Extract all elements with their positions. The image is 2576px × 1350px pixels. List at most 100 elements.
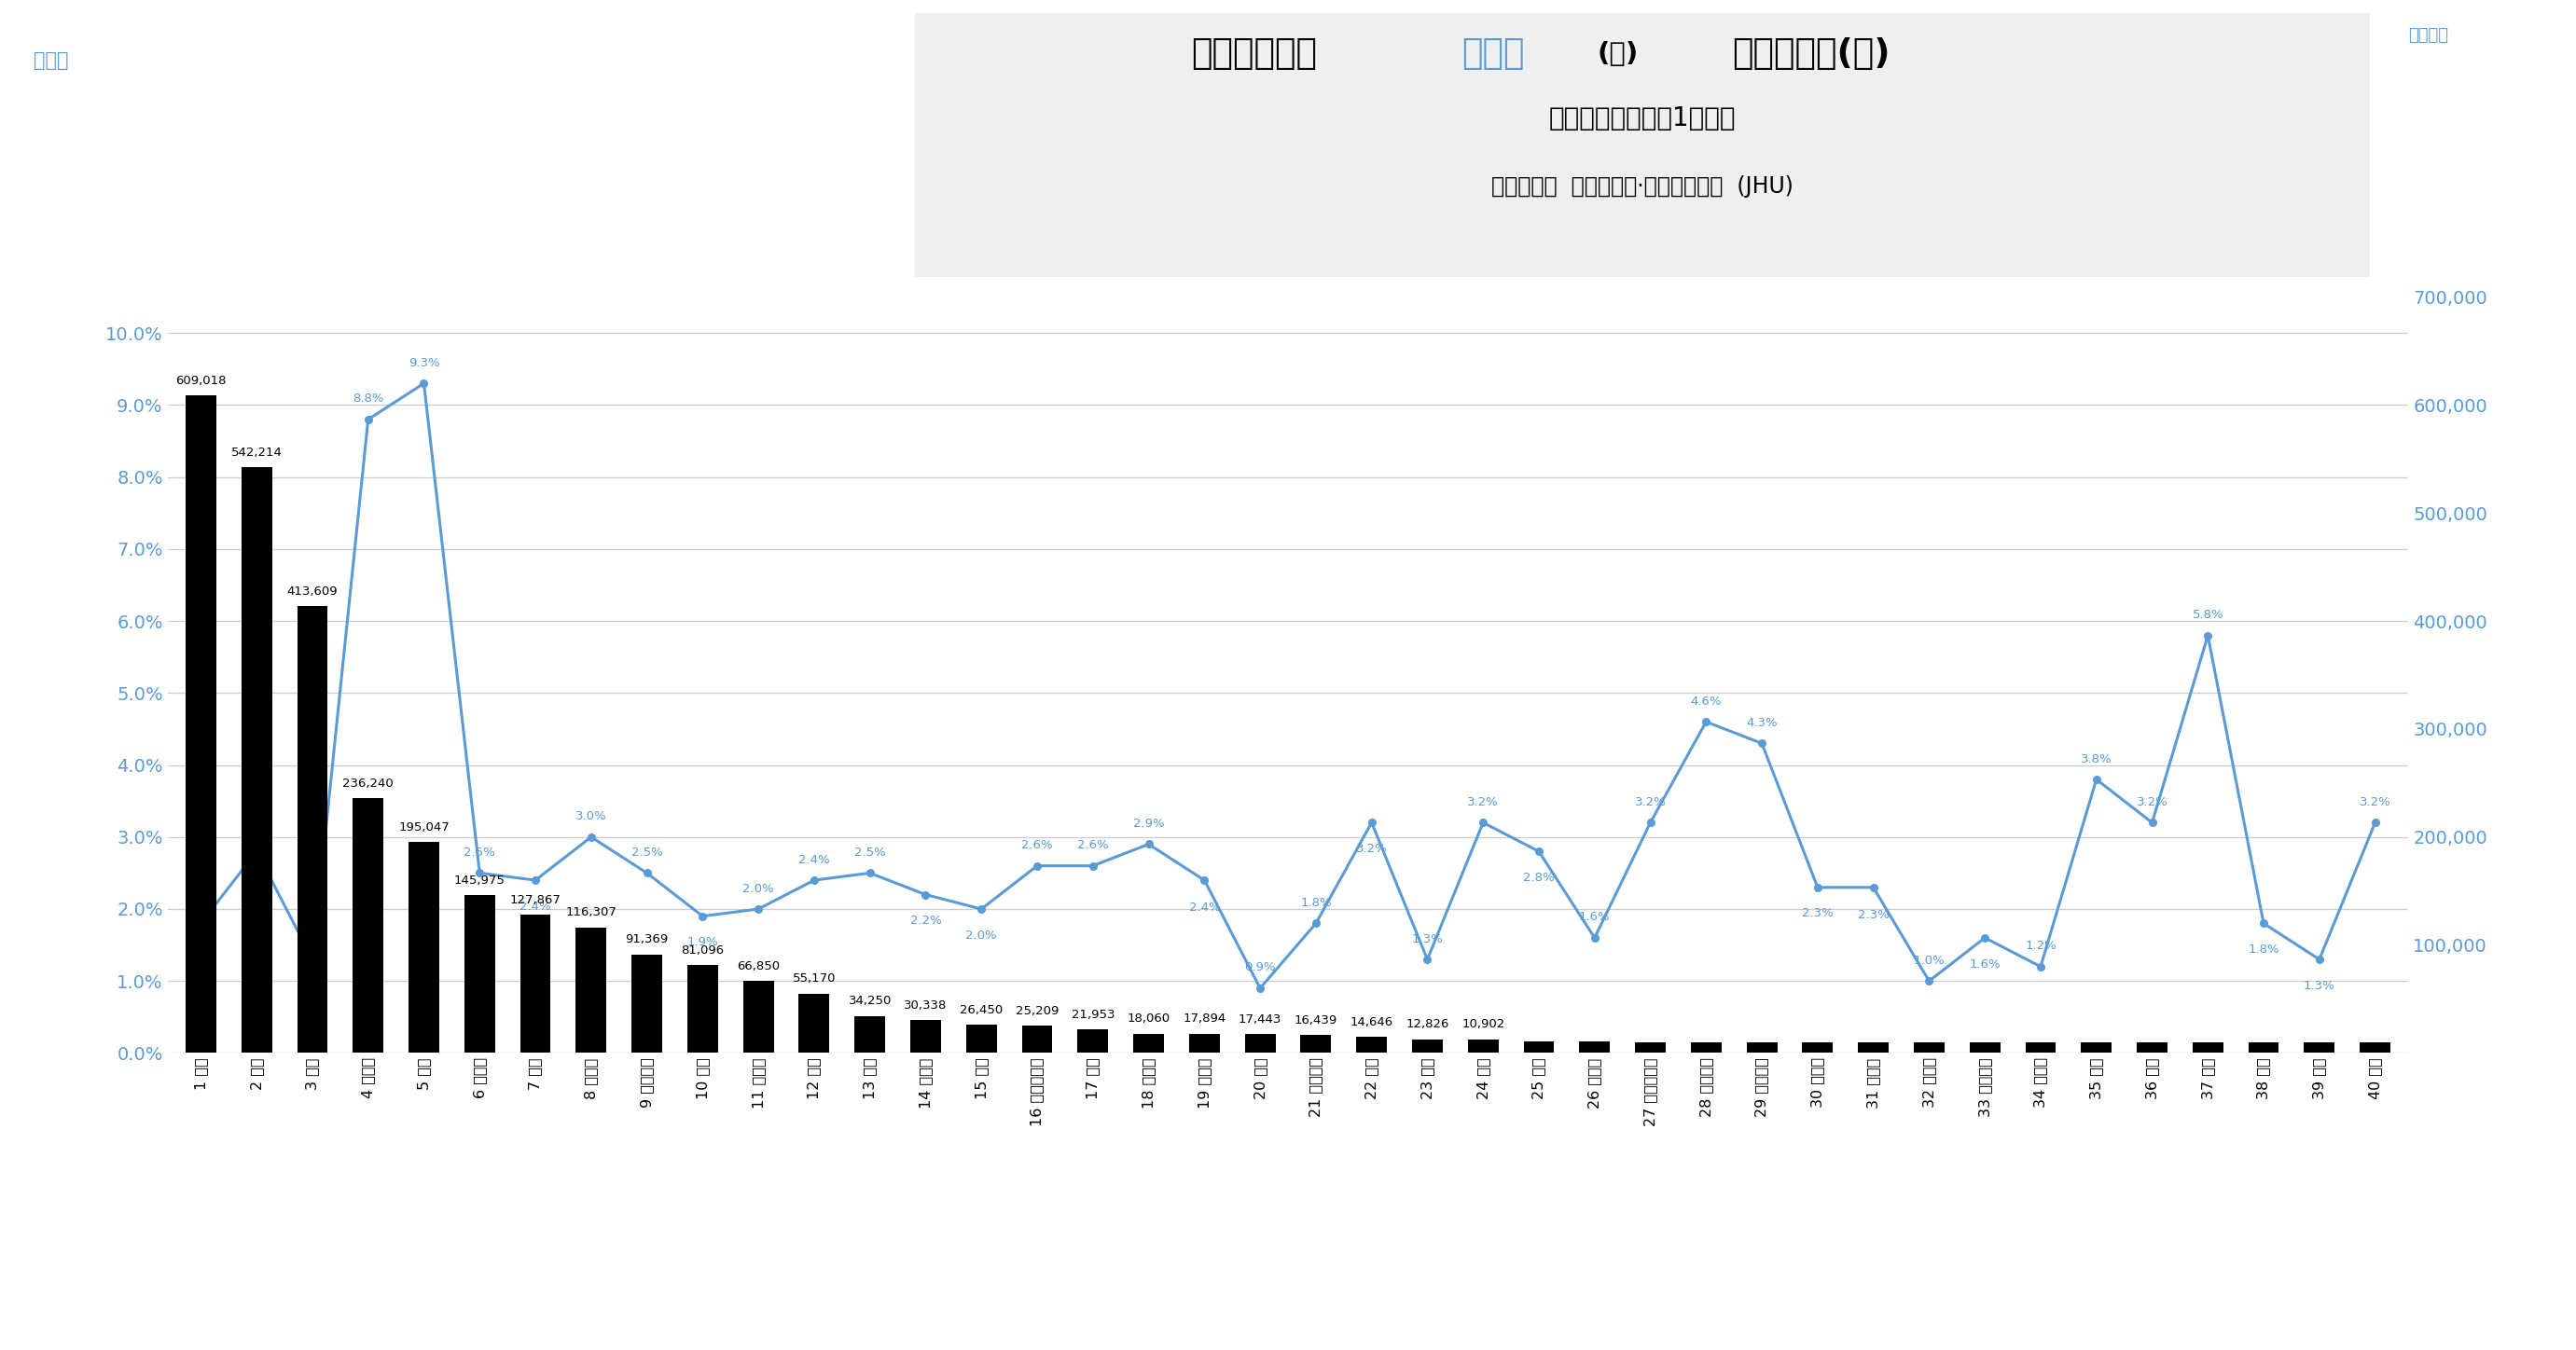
Text: 2.6%: 2.6% — [1077, 840, 1108, 852]
Text: 2.4%: 2.4% — [1188, 902, 1221, 914]
Text: 单位：例: 单位：例 — [2241, 27, 2282, 43]
Text: 2.2%: 2.2% — [909, 915, 940, 927]
Text: 1.3%: 1.3% — [296, 980, 327, 992]
Bar — [296, 606, 327, 1053]
Text: 14,646: 14,646 — [1350, 1017, 1394, 1029]
Text: 2.4%: 2.4% — [520, 900, 551, 913]
Text: 2.5%: 2.5% — [631, 846, 662, 859]
Text: 病亡率: 病亡率 — [1461, 38, 1525, 70]
Text: 16,439: 16,439 — [1293, 1014, 1337, 1026]
Text: 91,369: 91,369 — [626, 934, 667, 946]
Bar — [1857, 1042, 1888, 1053]
Text: 542,214: 542,214 — [232, 447, 283, 459]
Text: 26,450: 26,450 — [961, 1003, 1002, 1015]
Text: 1.8%: 1.8% — [1301, 896, 1332, 909]
Text: 236,240: 236,240 — [343, 778, 394, 790]
Bar — [1244, 1034, 1275, 1053]
Text: 主要国家新冠: 主要国家新冠 — [1190, 38, 1316, 70]
Text: 413,609: 413,609 — [286, 586, 337, 598]
Text: 5.8%: 5.8% — [2192, 609, 2223, 621]
Bar — [1971, 1042, 1999, 1053]
Bar — [966, 1025, 997, 1053]
Text: 1.3%: 1.3% — [1412, 933, 1443, 945]
Text: 9.3%: 9.3% — [407, 356, 440, 369]
Bar — [742, 981, 773, 1053]
Bar — [1747, 1042, 1777, 1053]
Text: 2.0%: 2.0% — [966, 929, 997, 941]
Text: 145,975: 145,975 — [453, 875, 505, 887]
Text: 18,060: 18,060 — [1128, 1012, 1170, 1025]
Bar — [2360, 1042, 2391, 1053]
Bar — [1077, 1029, 1108, 1053]
Bar — [688, 965, 719, 1053]
Text: 2.3%: 2.3% — [1857, 909, 1888, 921]
Text: 81,096: 81,096 — [680, 945, 724, 957]
Text: 30,338: 30,338 — [904, 999, 948, 1011]
Text: 12,826: 12,826 — [1406, 1018, 1448, 1030]
Bar — [1522, 1041, 1553, 1053]
Text: 病亡率: 病亡率 — [33, 51, 70, 70]
Bar — [1133, 1034, 1164, 1053]
Text: 17,443: 17,443 — [1239, 1014, 1283, 1026]
Text: 2.5%: 2.5% — [464, 846, 495, 859]
Text: 1.6%: 1.6% — [1968, 958, 2002, 971]
Bar — [2249, 1042, 2280, 1053]
Text: 609,018: 609,018 — [175, 374, 227, 386]
Bar — [1468, 1040, 1499, 1053]
Text: 2.0%: 2.0% — [742, 883, 773, 895]
Bar — [631, 954, 662, 1053]
Text: 3.2%: 3.2% — [2136, 796, 2169, 809]
Text: （累计病亡数超过1万例）: （累计病亡数超过1万例） — [1548, 105, 1736, 132]
Text: 1.0%: 1.0% — [1914, 954, 1945, 967]
Text: 2.4%: 2.4% — [799, 853, 829, 865]
Text: 1.6%: 1.6% — [1579, 911, 1610, 923]
Text: 3.8%: 3.8% — [2081, 753, 2112, 765]
Bar — [2081, 1042, 2112, 1053]
Bar — [2303, 1042, 2334, 1053]
Text: 1.8%: 1.8% — [2249, 944, 2280, 956]
Text: 1.9%: 1.9% — [688, 937, 719, 949]
Bar — [577, 927, 605, 1053]
Text: 116,307: 116,307 — [567, 907, 616, 919]
Text: 2.8%: 2.8% — [1522, 872, 1553, 884]
Text: 10,902: 10,902 — [1461, 1018, 1504, 1030]
Text: 66,850: 66,850 — [737, 960, 781, 972]
Text: 数据来源：  美国约翰斯·霍普金斯大学  (JHU): 数据来源： 美国约翰斯·霍普金斯大学 (JHU) — [1492, 176, 1793, 197]
Bar — [1301, 1035, 1332, 1053]
Text: 3.2%: 3.2% — [1636, 796, 1667, 809]
Text: 2.8%: 2.8% — [242, 825, 273, 837]
Text: 2.3%: 2.3% — [1801, 907, 1834, 919]
Text: 127,867: 127,867 — [510, 894, 562, 906]
Text: 3.2%: 3.2% — [2360, 796, 2391, 809]
Bar — [1914, 1042, 1945, 1053]
Bar — [2192, 1042, 2223, 1053]
Text: 25,209: 25,209 — [1015, 1004, 1059, 1017]
Bar — [185, 396, 216, 1053]
Bar — [799, 994, 829, 1053]
Bar — [1358, 1037, 1386, 1053]
Bar — [1803, 1042, 1834, 1053]
Text: 2.5%: 2.5% — [855, 846, 886, 859]
Text: 1.2%: 1.2% — [2025, 940, 2056, 952]
Bar — [242, 467, 273, 1053]
Text: 0.9%: 0.9% — [1244, 961, 1275, 973]
Bar — [2136, 1042, 2166, 1053]
Bar — [353, 798, 384, 1053]
Text: 3.2%: 3.2% — [1355, 842, 1388, 855]
Text: 3.0%: 3.0% — [574, 810, 608, 822]
Text: 4.3%: 4.3% — [1747, 717, 1777, 729]
Bar — [1190, 1034, 1218, 1053]
Bar — [464, 895, 495, 1053]
Text: 和病亡人数(右): 和病亡人数(右) — [1731, 38, 1891, 70]
Text: 病亡人数: 病亡人数 — [2409, 27, 2450, 43]
Text: 1.8%: 1.8% — [185, 896, 216, 909]
Text: 21,953: 21,953 — [1072, 1008, 1115, 1021]
Text: 3.2%: 3.2% — [1468, 796, 1499, 809]
Text: 195,047: 195,047 — [399, 822, 448, 834]
Bar — [1636, 1042, 1667, 1053]
Text: 2.6%: 2.6% — [1023, 840, 1054, 852]
Bar — [520, 915, 551, 1053]
Text: 34,250: 34,250 — [848, 995, 891, 1007]
Text: 1.3%: 1.3% — [2303, 980, 2334, 992]
Bar — [2025, 1042, 2056, 1053]
